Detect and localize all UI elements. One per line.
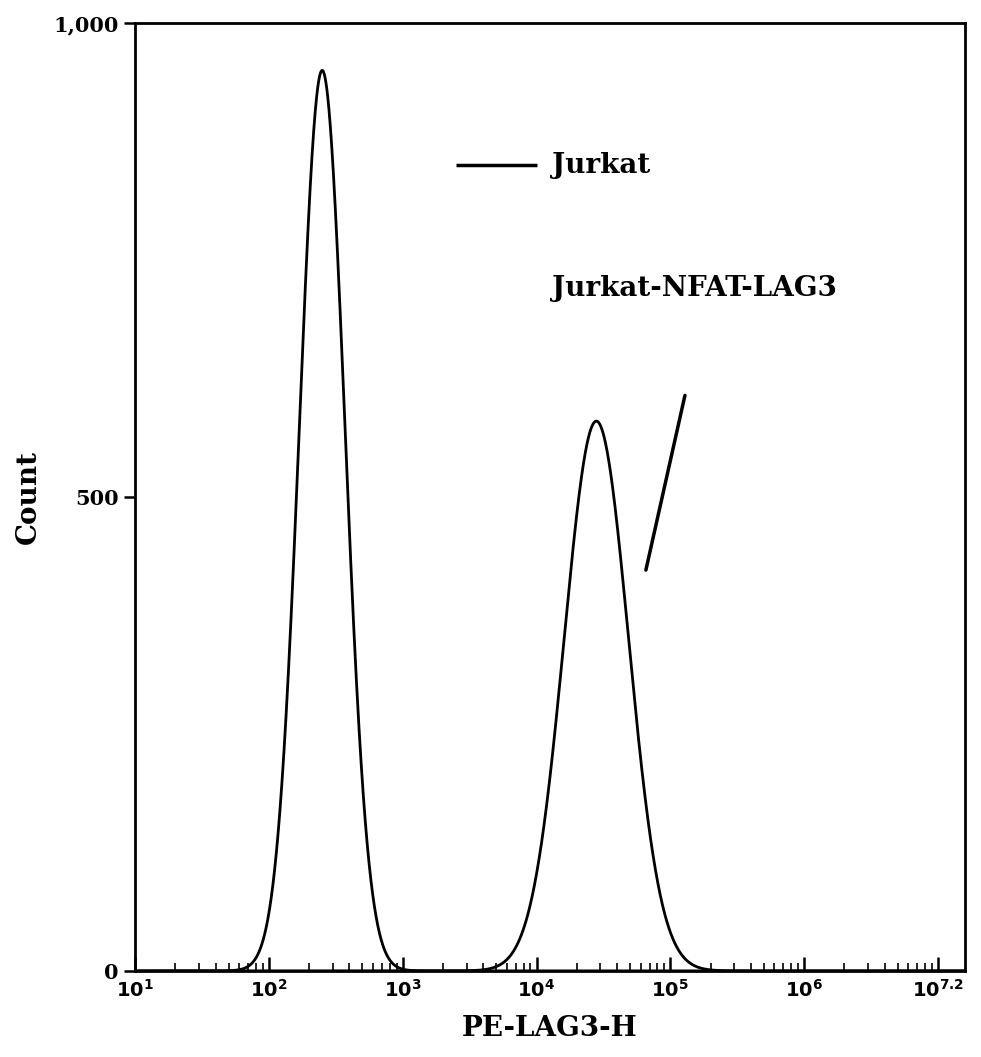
Text: Jurkat-NFAT-LAG3: Jurkat-NFAT-LAG3 [551,275,837,302]
Y-axis label: Count: Count [15,450,42,544]
Text: Jurkat: Jurkat [551,152,650,179]
X-axis label: PE-LAG3-H: PE-LAG3-H [462,1015,638,1042]
